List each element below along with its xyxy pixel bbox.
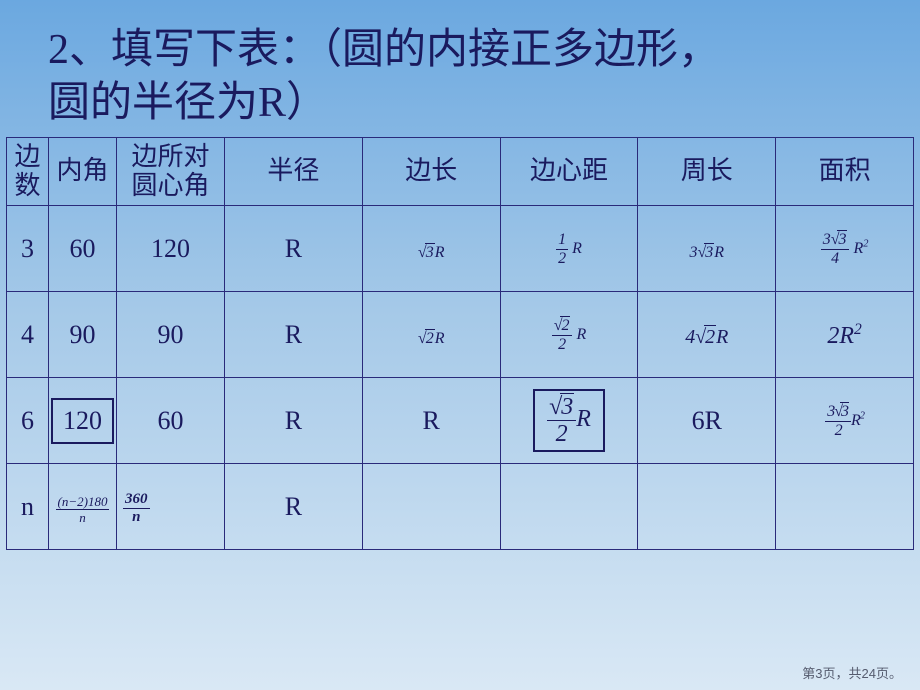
table-header-row: 边数 内角 边所对圆心角 半径 边长 边心距 周长 面积 [7, 138, 914, 206]
cell-sides: 6 [7, 378, 49, 464]
title-line1: 2、填写下表：（圆的内接正多边形， [48, 27, 720, 73]
polygon-table: 边数 内角 边所对圆心角 半径 边长 边心距 周长 面积 3 60 120 R … [6, 137, 914, 550]
cell-sides: n [7, 464, 49, 550]
header-side-length: 边长 [362, 138, 500, 206]
cell-side-length: 2R [362, 292, 500, 378]
cell-radius: R [225, 378, 363, 464]
page-footer: 第3页，共24页。 [802, 663, 902, 682]
header-apothem: 边心距 [500, 138, 638, 206]
cell-sides: 3 [7, 206, 49, 292]
cell-sides: 4 [7, 292, 49, 378]
cell-interior: 90 [49, 292, 117, 378]
cell-interior: 60 [49, 206, 117, 292]
cell-radius: R [225, 206, 363, 292]
cell-radius: R [225, 292, 363, 378]
slide-title: 2、填写下表：（圆的内接正多边形， 圆的半径为R） [0, 0, 920, 129]
header-perimeter: 周长 [638, 138, 776, 206]
cell-side-length: 3R [362, 206, 500, 292]
cell-perimeter: 6R [638, 378, 776, 464]
cell-side-length [362, 464, 500, 550]
cell-area: 2R2 [776, 292, 914, 378]
table-row: 6 120 60 R R 32R 6R 332R2 [7, 378, 914, 464]
cell-apothem: 12 R [500, 206, 638, 292]
title-line2: 圆的半径为R） [48, 80, 328, 126]
header-area: 面积 [776, 138, 914, 206]
cell-central: 120 [117, 206, 225, 292]
table-row: 3 60 120 R 3R 12 R 33R 334 R2 [7, 206, 914, 292]
cell-area [776, 464, 914, 550]
cell-radius: R [225, 464, 363, 550]
header-central: 边所对圆心角 [117, 138, 225, 206]
cell-interior: (n−2)180n [49, 464, 117, 550]
header-radius: 半径 [225, 138, 363, 206]
cell-apothem [500, 464, 638, 550]
cell-central: 60 [117, 378, 225, 464]
cell-perimeter: 33R [638, 206, 776, 292]
cell-apothem: 32R [500, 378, 638, 464]
cell-interior: 120 [49, 378, 117, 464]
cell-perimeter: 42R [638, 292, 776, 378]
cell-area: 332R2 [776, 378, 914, 464]
table-row: 4 90 90 R 2R 22 R 42R 2R2 [7, 292, 914, 378]
cell-perimeter [638, 464, 776, 550]
cell-area: 334 R2 [776, 206, 914, 292]
table-container: 边数 内角 边所对圆心角 半径 边长 边心距 周长 面积 3 60 120 R … [0, 129, 920, 550]
table-row: n (n−2)180n 360n R [7, 464, 914, 550]
cell-apothem: 22 R [500, 292, 638, 378]
header-sides: 边数 [7, 138, 49, 206]
header-interior: 内角 [49, 138, 117, 206]
cell-side-length: R [362, 378, 500, 464]
cell-central: 360n [117, 464, 225, 550]
cell-central: 90 [117, 292, 225, 378]
